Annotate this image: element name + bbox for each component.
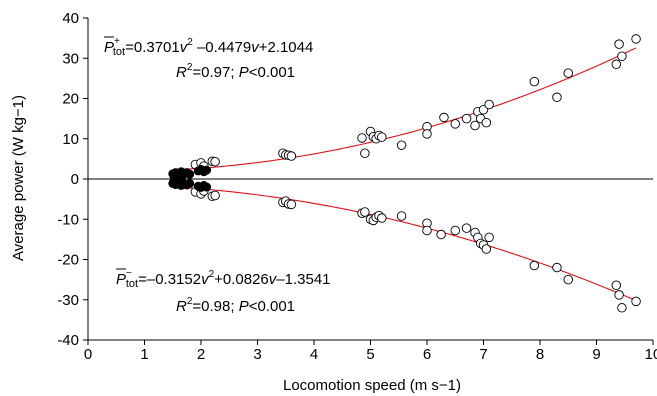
data-point-open bbox=[552, 262, 562, 273]
data-point-open bbox=[286, 151, 297, 161]
fit-curves bbox=[172, 47, 637, 302]
y-tick-label: 30 bbox=[62, 50, 79, 67]
x-tick-label: 3 bbox=[253, 346, 261, 363]
x-tick-label: 4 bbox=[310, 346, 318, 363]
equation-positive-stats: R2=0.97; P<0.001 bbox=[176, 62, 295, 81]
y-tick-label: 40 bbox=[62, 10, 79, 27]
equation-negative-lhs: P− tot=–0.3152v2+0.0826v–1.3541 bbox=[116, 268, 331, 290]
data-point-open bbox=[611, 280, 622, 291]
y-tick-label: -30 bbox=[57, 292, 79, 309]
x-tick-label: 5 bbox=[366, 346, 374, 363]
data-point-open bbox=[611, 59, 622, 70]
y-tick-label: 20 bbox=[62, 91, 79, 108]
data-point-open bbox=[377, 213, 387, 223]
data-point-open bbox=[614, 290, 624, 300]
data-point-open bbox=[450, 119, 461, 129]
data-point-open bbox=[529, 76, 540, 87]
data-point-filled bbox=[202, 182, 212, 192]
data-point-open bbox=[422, 225, 432, 236]
axes: 0 1 2 3 4 5 6 7 8 9 10 -40 -30 -20 -10 0 10 20 30 40 bbox=[57, 10, 657, 363]
data-point-open bbox=[461, 223, 472, 233]
data-point-filled bbox=[185, 178, 195, 188]
x-tick-label: 6 bbox=[423, 346, 431, 363]
data-point-open bbox=[563, 68, 574, 78]
equation-negative-stats: R2=0.98; P<0.001 bbox=[176, 296, 295, 315]
data-point-open bbox=[439, 112, 449, 123]
data-point-open bbox=[631, 296, 641, 307]
equation-positive-lhs: P+ tot=0.3701v2 –0.4479v+2.1044 bbox=[104, 36, 313, 58]
data-point-open bbox=[484, 99, 494, 110]
data-point-open bbox=[286, 199, 297, 210]
data-point-open bbox=[552, 92, 562, 103]
y-tick-label: -20 bbox=[57, 252, 79, 269]
fit-curve-positive bbox=[172, 47, 637, 171]
x-tick-label: 2 bbox=[197, 346, 205, 363]
data-point-open bbox=[396, 211, 407, 221]
data-point-open bbox=[396, 140, 407, 150]
x-tick-label: 7 bbox=[479, 346, 487, 363]
data-point-open bbox=[461, 113, 472, 124]
x-tick-label: 9 bbox=[592, 346, 600, 363]
x-tick-label: 10 bbox=[645, 346, 657, 363]
y-axis-title: Average power (W kg−1) bbox=[10, 95, 27, 261]
data-point-open bbox=[422, 129, 432, 139]
y-tick-label: -40 bbox=[57, 332, 79, 349]
y-tick-label: 0 bbox=[71, 171, 79, 188]
equation-negative: P− tot=–0.3152v2+0.0826v–1.3541 R2=0.98; … bbox=[116, 268, 331, 315]
data-point-open bbox=[357, 133, 367, 143]
data-point-open bbox=[481, 244, 492, 254]
data-point-open bbox=[617, 303, 627, 313]
x-tick-label: 8 bbox=[536, 346, 544, 363]
x-tick-label: 0 bbox=[84, 346, 92, 363]
y-tick-label: 10 bbox=[62, 131, 79, 148]
x-tick-label: 1 bbox=[140, 346, 148, 363]
x-axis-title: Locomotion speed (m s−1) bbox=[283, 377, 461, 394]
data-point-open bbox=[470, 120, 480, 131]
data-point-open bbox=[614, 39, 624, 49]
data-point-filled bbox=[185, 169, 195, 179]
data-point-open bbox=[484, 232, 494, 243]
data-point-open bbox=[360, 207, 370, 217]
data-point-open bbox=[631, 34, 641, 44]
data-point-open bbox=[481, 117, 492, 128]
data-point-open bbox=[377, 132, 387, 142]
data-point-open bbox=[210, 156, 220, 167]
data-point-open bbox=[529, 260, 540, 271]
data-point-open bbox=[563, 274, 574, 285]
equation-positive: P+ tot=0.3701v2 –0.4479v+2.1044 R2=0.97; … bbox=[104, 36, 313, 81]
data-point-open bbox=[210, 190, 220, 201]
data-point-open bbox=[360, 148, 370, 158]
data-points bbox=[168, 34, 641, 313]
y-tick-label: -10 bbox=[57, 211, 79, 228]
data-point-filled bbox=[202, 165, 212, 175]
data-point-open bbox=[450, 225, 461, 236]
data-point-open bbox=[436, 229, 446, 240]
data-point-open bbox=[617, 51, 627, 61]
